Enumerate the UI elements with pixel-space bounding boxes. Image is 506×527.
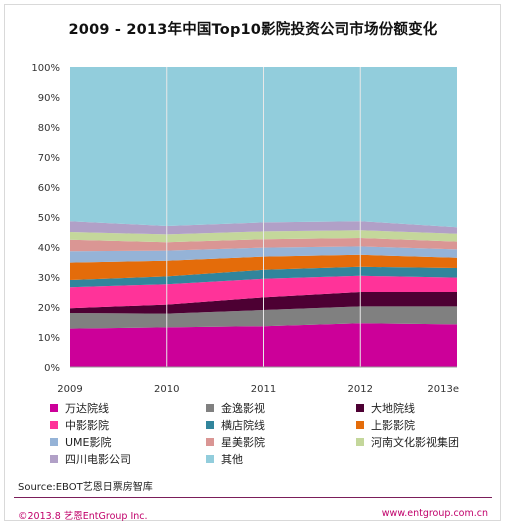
legend-swatch	[356, 404, 364, 412]
legend-swatch	[206, 404, 214, 412]
y-tick-label: 40%	[38, 243, 60, 254]
x-tick-label: 2012	[348, 384, 373, 395]
legend-label: 万达院线	[65, 402, 109, 415]
legend-swatch	[50, 455, 58, 463]
legend-label: 金逸影视	[221, 402, 265, 415]
legend-swatch	[206, 438, 214, 446]
y-tick-label: 0%	[44, 363, 60, 374]
legend-swatch	[206, 421, 214, 429]
legend-swatch	[356, 438, 364, 446]
legend-item: 万达院线	[50, 400, 109, 416]
gridlines	[166, 67, 361, 367]
legend-item: 四川电影公司	[50, 451, 131, 467]
chart-title: 2009 - 2013年中国Top10影院投资公司市场份额变化	[68, 22, 438, 38]
legend-label: 大地院线	[371, 402, 415, 415]
legend-item: UME影院	[50, 434, 112, 450]
legend-swatch	[50, 404, 58, 412]
x-tick-label: 2009	[57, 384, 82, 395]
legend-label: 河南文化影视集团	[371, 436, 459, 449]
y-axis-ticks: 0% 10% 20% 30% 40% 50% 60% 70% 80% 90% 100%	[31, 63, 60, 374]
y-tick-label: 100%	[31, 63, 60, 74]
website-link[interactable]: www.entgroup.com.cn	[381, 508, 488, 519]
legend-label: 横店院线	[221, 419, 265, 432]
legend-swatch	[356, 421, 364, 429]
legend-label: 上影影院	[371, 419, 415, 432]
y-tick-label: 50%	[38, 213, 60, 224]
y-tick-label: 60%	[38, 183, 60, 194]
legend-swatch	[50, 438, 58, 446]
y-tick-label: 70%	[38, 153, 60, 164]
legend-item: 金逸影视	[206, 400, 265, 416]
legend-item: 其他	[206, 451, 243, 467]
legend-swatch	[50, 421, 58, 429]
legend-item: 河南文化影视集团	[356, 434, 459, 450]
legend-label: 四川电影公司	[65, 453, 131, 466]
legend-item: 上影影院	[356, 417, 415, 433]
legend-item: 星美影院	[206, 434, 265, 450]
y-tick-label: 20%	[38, 303, 60, 314]
x-tick-label: 2011	[251, 384, 276, 395]
footer-divider	[14, 497, 492, 498]
y-tick-label: 90%	[38, 93, 60, 104]
legend-swatch	[206, 455, 214, 463]
x-axis-ticks: 2009 2010 2011 2012 2013e	[57, 384, 459, 395]
legend-item: 大地院线	[356, 400, 415, 416]
y-tick-label: 80%	[38, 123, 60, 134]
y-tick-label: 10%	[38, 333, 60, 344]
legend-item: 横店院线	[206, 417, 265, 433]
legend-label: 中影影院	[65, 419, 109, 432]
legend-label: 其他	[221, 453, 243, 466]
legend-label: 星美影院	[221, 436, 265, 449]
source-note: Source:EBOT艺恩日票房智库	[18, 482, 153, 493]
legend-item: 中影影院	[50, 417, 109, 433]
x-tick-label: 2010	[154, 384, 179, 395]
chart-plot: 0%10%20%30%40%50%60%70%80%90%100% 2009 20…	[31, 63, 459, 395]
y-tick-label: 30%	[38, 273, 60, 284]
chart-frame	[4, 4, 501, 521]
copyright: ©2013.8 艺恩EntGroup Inc.	[18, 511, 148, 522]
legend-label: UME影院	[65, 436, 112, 449]
x-tick-label: 2013e	[427, 384, 459, 395]
